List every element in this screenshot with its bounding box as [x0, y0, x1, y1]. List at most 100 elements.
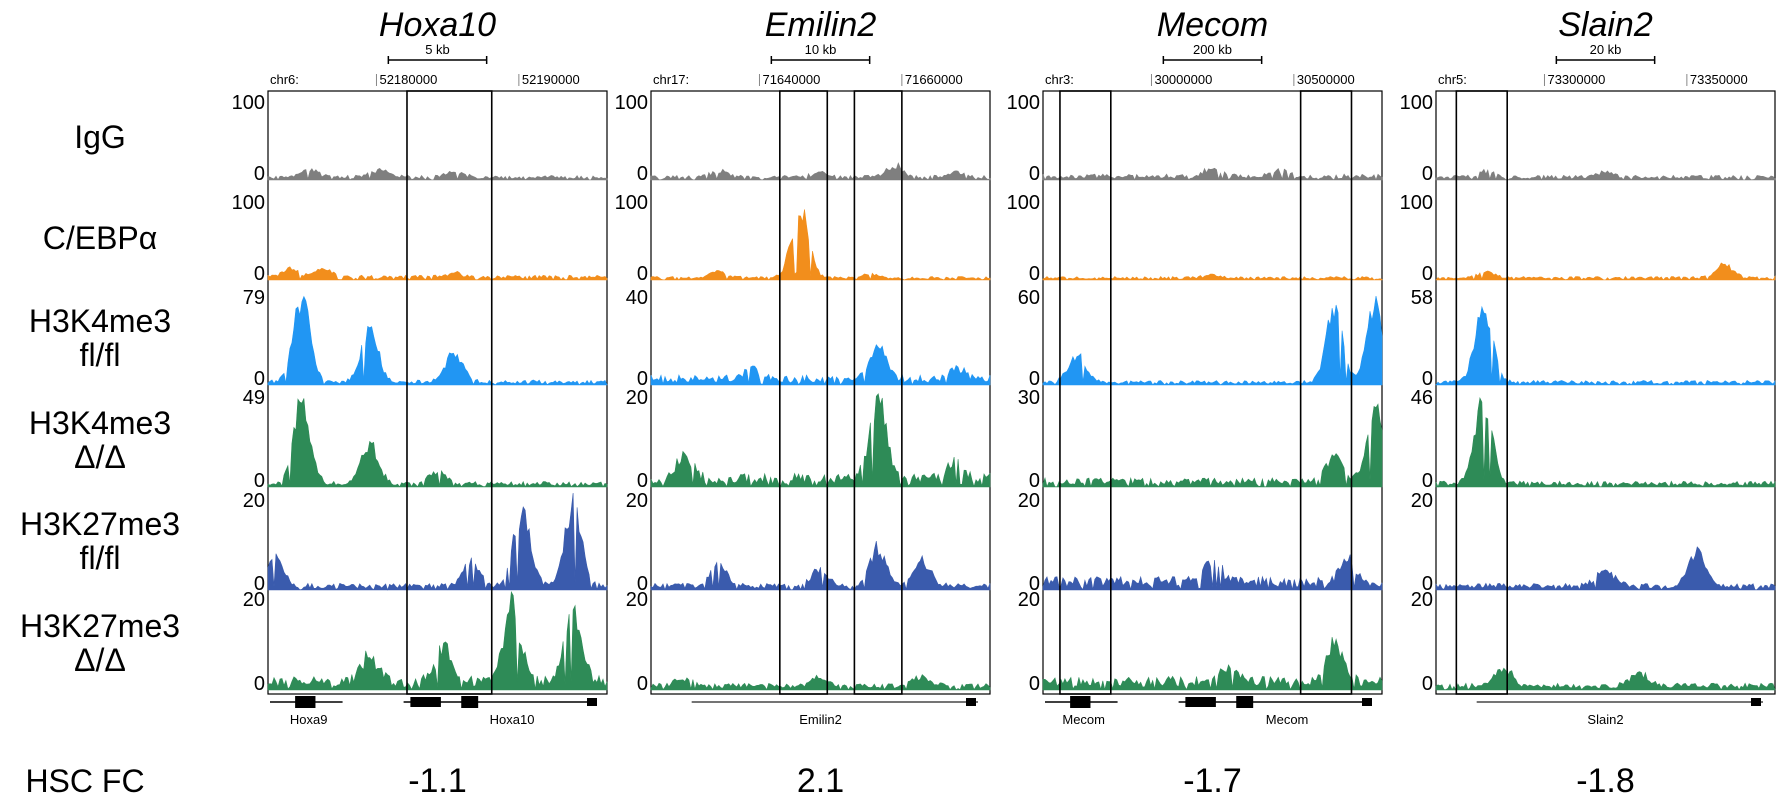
signal-track: [1435, 168, 1776, 181]
y-min-label: 0: [254, 470, 265, 492]
coord-tick-label: 52190000: [522, 72, 580, 87]
gene-model-exon: [295, 696, 316, 708]
y-min-label: 0: [1029, 673, 1040, 695]
signal-track: [267, 492, 608, 591]
y-min-label: 0: [1422, 368, 1433, 390]
panel-frame: [1435, 90, 1776, 695]
gene-title: Emilin2: [765, 6, 877, 44]
y-max-label: 100: [615, 92, 648, 114]
signal-track: [1042, 403, 1383, 488]
track-label-0: IgG: [74, 119, 126, 155]
y-min-label: 0: [1422, 470, 1433, 492]
y-min-label: 0: [254, 263, 265, 285]
signal-track: [650, 209, 991, 281]
signal-track: [1042, 636, 1383, 691]
coord-tick-label: 71660000: [905, 72, 963, 87]
signal-track: [650, 541, 991, 591]
gene-model-label: Slain2: [1587, 712, 1623, 727]
gene-model-exon: [1185, 697, 1216, 707]
highlight-region: [1059, 90, 1112, 695]
highlight-region: [779, 90, 829, 695]
hsc-fc-value: -1.8: [1576, 762, 1635, 800]
y-max-label: 46: [1411, 387, 1433, 409]
chrom-label: chr3:: [1045, 72, 1074, 87]
gene-model-exon: [1236, 696, 1254, 708]
signal-track: [267, 168, 608, 181]
chrom-label: chr5:: [1438, 72, 1467, 87]
coord-tick-label: 73300000: [1547, 72, 1605, 87]
y-min-label: 0: [637, 573, 648, 595]
scale-bar-label: 10 kb: [805, 42, 837, 57]
gene-model-label: Mecom: [1062, 712, 1105, 727]
gene-model-exon: [1070, 696, 1091, 708]
gene-title: Mecom: [1157, 6, 1268, 44]
signal-track: [1435, 546, 1776, 591]
hsc-fc-value: -1.7: [1183, 762, 1242, 800]
y-min-label: 0: [1029, 263, 1040, 285]
gene-model-exon: [410, 697, 441, 707]
y-max-label: 49: [243, 387, 265, 409]
signal-track: [267, 295, 608, 386]
y-max-label: 20: [243, 490, 265, 512]
y-min-label: 0: [1029, 163, 1040, 185]
y-max-label: 20: [1411, 589, 1433, 611]
hsc-fc-value: 2.1: [797, 762, 844, 800]
coord-tick-label: 71640000: [762, 72, 820, 87]
scale-bar-label: 5 kb: [425, 42, 450, 57]
gene-model-exon: [1751, 698, 1761, 706]
highlight-region: [1455, 90, 1508, 695]
track-label-line: fl/fl: [80, 540, 121, 576]
y-min-label: 0: [1422, 263, 1433, 285]
y-min-label: 0: [637, 368, 648, 390]
track-label-line: Δ/Δ: [74, 439, 126, 475]
scale-bar-label: 20 kb: [1590, 42, 1622, 57]
track-label-line: C/EBPα: [43, 220, 158, 256]
gene-model-exon: [1362, 698, 1372, 706]
track-label-line: IgG: [74, 119, 126, 155]
y-max-label: 60: [1018, 287, 1040, 309]
y-max-label: 100: [1007, 192, 1040, 214]
y-min-label: 0: [1422, 573, 1433, 595]
y-max-label: 100: [615, 192, 648, 214]
track-label-1: C/EBPα: [43, 220, 158, 256]
y-max-label: 100: [1400, 92, 1433, 114]
gene-model-exon: [587, 698, 597, 706]
gene-model-label: Hoxa10: [490, 712, 535, 727]
y-max-label: 79: [243, 287, 265, 309]
signal-track: [650, 344, 991, 386]
track-label-line: H3K27me3: [20, 506, 180, 542]
scale-bar-label: 200 kb: [1193, 42, 1232, 57]
signal-track: [1042, 296, 1383, 386]
y-min-label: 0: [637, 470, 648, 492]
y-max-label: 20: [626, 387, 648, 409]
highlight-region: [853, 90, 903, 695]
y-max-label: 100: [1007, 92, 1040, 114]
gene-title: Slain2: [1558, 6, 1653, 44]
y-max-label: 20: [1018, 589, 1040, 611]
y-max-label: 20: [626, 589, 648, 611]
gene-model-label: Hoxa9: [290, 712, 328, 727]
gene-model-exon: [966, 698, 976, 706]
y-max-label: 20: [243, 589, 265, 611]
coord-tick-label: 73350000: [1690, 72, 1748, 87]
panel-frame: [1042, 90, 1383, 695]
y-min-label: 0: [1029, 368, 1040, 390]
y-min-label: 0: [1029, 470, 1040, 492]
y-max-label: 100: [232, 92, 265, 114]
signal-track: [650, 162, 991, 181]
y-min-label: 0: [637, 163, 648, 185]
signal-track: [267, 398, 608, 488]
signal-track: [1435, 262, 1776, 281]
gene-model-label: Emilin2: [799, 712, 842, 727]
hsc-fc-label: HSC FC: [25, 763, 144, 799]
y-min-label: 0: [254, 573, 265, 595]
signal-track: [1042, 554, 1383, 591]
chrom-label: chr6:: [270, 72, 299, 87]
